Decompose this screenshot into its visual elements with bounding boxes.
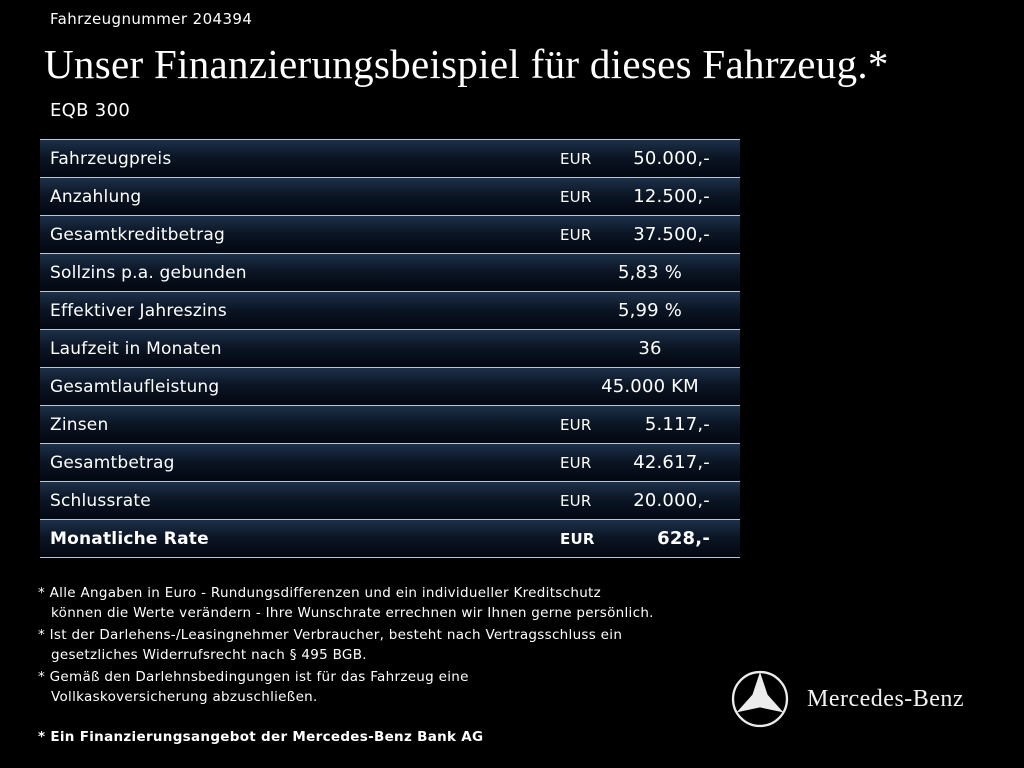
table-row: Effektiver Jahreszins 5,99 % [40,291,740,329]
row-value: 5,83 % [617,262,683,283]
row-currency: EUR [560,416,592,434]
financing-table: Fahrzeugpreis EUR 50.000,- Anzahlung EUR 1… [40,139,740,558]
footnote-line: können die Werte verändern - Ihre Wunsch… [51,604,654,621]
footnotes: * Alle Angaben in Euro - Rundungsdiffere… [38,584,654,710]
footnote: * Gemäß den Darlehnsbedingungen ist für … [38,668,654,707]
footnote: * Ist der Darlehens-/Leasingnehmer Verbr… [38,626,654,665]
bank-note: * Ein Finanzierungsangebot der Mercedes-… [38,729,484,745]
row-value: 20.000,- [633,490,710,511]
row-label: Gesamtbetrag [50,452,175,473]
row-value: 12.500,- [633,186,710,207]
table-row: Laufzeit in Monaten 36 [40,329,740,367]
table-row: Gesamtbetrag EUR 42.617,- [40,443,740,481]
table-row: Gesamtlaufleistung 45.000 KM [40,367,740,405]
row-value: 45.000 KM [601,376,699,397]
row-label: Sollzins p.a. gebunden [50,262,247,283]
footnote: * Alle Angaben in Euro - Rundungsdiffere… [38,584,654,623]
row-value: 36 [638,338,662,359]
row-label: Gesamtkreditbetrag [50,224,225,245]
row-currency: EUR [560,530,595,548]
row-label: Anzahlung [50,186,142,207]
vehicle-number: Fahrzeugnummer 204394 [50,10,253,28]
row-label: Laufzeit in Monaten [50,338,222,359]
row-value: 628,- [657,528,710,549]
row-label: Monatliche Rate [50,528,209,549]
table-row: Fahrzeugpreis EUR 50.000,- [40,139,740,177]
row-currency: EUR [560,150,592,168]
mercedes-star-icon [731,670,789,728]
row-value: 50.000,- [633,148,710,169]
table-row: Zinsen EUR 5.117,- [40,405,740,443]
brand-footer: Mercedes-Benz [731,670,964,728]
table-row: Gesamtkreditbetrag EUR 37.500,- [40,215,740,253]
footnote-line: * Gemäß den Darlehnsbedingungen ist für … [38,669,469,685]
table-row-monthly-rate: Monatliche Rate EUR 628,- [40,519,740,557]
footnote-line: gesetzliches Widerrufsrecht nach § 495 B… [51,646,367,663]
row-label: Effektiver Jahreszins [50,300,227,321]
row-currency: EUR [560,226,592,244]
table-row: Anzahlung EUR 12.500,- [40,177,740,215]
footnote-line: * Ist der Darlehens-/Leasingnehmer Verbr… [38,627,623,643]
footnote-line: Vollkaskoversicherung abzuschließen. [51,688,318,705]
row-currency: EUR [560,188,592,206]
row-label: Schlussrate [50,490,151,511]
row-label: Fahrzeugpreis [50,148,172,169]
row-label: Gesamtlaufleistung [50,376,220,397]
row-value: 42.617,- [633,452,710,473]
row-currency: EUR [560,454,592,472]
row-currency: EUR [560,492,592,510]
table-row: Schlussrate EUR 20.000,- [40,481,740,519]
vehicle-model: EQB 300 [50,100,131,121]
table-row: Sollzins p.a. gebunden 5,83 % [40,253,740,291]
row-value: 5.117,- [644,414,710,435]
footnote-line: * Alle Angaben in Euro - Rundungsdiffere… [38,585,602,601]
row-value: 37.500,- [633,224,710,245]
row-label: Zinsen [50,414,109,435]
brand-name: Mercedes-Benz [807,685,965,712]
row-value: 5,99 % [617,300,683,321]
page-title: Unser Finanzierungsbeispiel für dieses F… [44,41,889,87]
